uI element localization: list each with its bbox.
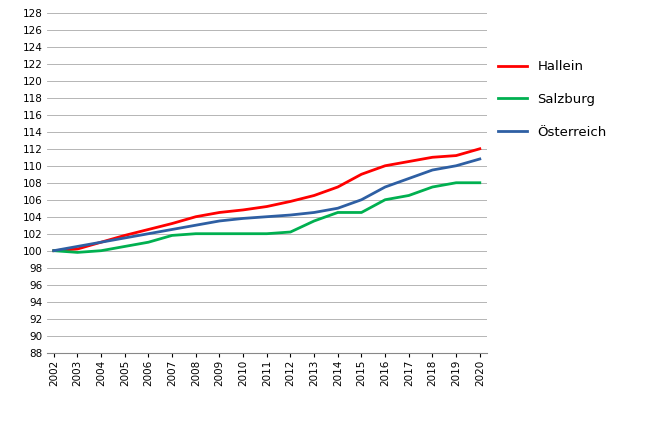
Salzburg bbox=[476, 180, 484, 185]
Österreich bbox=[73, 244, 81, 249]
Hallein bbox=[50, 248, 58, 253]
Salzburg bbox=[263, 231, 271, 236]
Hallein bbox=[405, 159, 413, 164]
Hallein bbox=[97, 240, 105, 245]
Salzburg bbox=[452, 180, 460, 185]
Line: Österreich: Österreich bbox=[54, 159, 480, 251]
Hallein bbox=[476, 146, 484, 151]
Hallein bbox=[73, 246, 81, 252]
Hallein bbox=[145, 227, 153, 232]
Hallein bbox=[428, 155, 436, 160]
Hallein bbox=[452, 153, 460, 158]
Salzburg bbox=[192, 231, 200, 236]
Salzburg bbox=[121, 244, 129, 249]
Österreich bbox=[168, 227, 176, 232]
Österreich bbox=[145, 231, 153, 236]
Österreich bbox=[476, 157, 484, 162]
Österreich bbox=[263, 214, 271, 219]
Österreich bbox=[310, 210, 318, 215]
Österreich bbox=[239, 216, 247, 221]
Line: Salzburg: Salzburg bbox=[54, 183, 480, 252]
Österreich bbox=[50, 248, 58, 253]
Hallein bbox=[381, 163, 389, 169]
Österreich bbox=[452, 163, 460, 169]
Österreich bbox=[358, 197, 366, 203]
Österreich bbox=[97, 240, 105, 245]
Hallein bbox=[239, 207, 247, 212]
Österreich bbox=[121, 235, 129, 240]
Salzburg bbox=[215, 231, 223, 236]
Hallein bbox=[334, 184, 342, 190]
Salzburg bbox=[97, 248, 105, 253]
Salzburg bbox=[50, 248, 58, 253]
Salzburg bbox=[73, 250, 81, 255]
Hallein bbox=[358, 172, 366, 177]
Hallein bbox=[168, 221, 176, 226]
Legend: Hallein, Salzburg, Österreich: Hallein, Salzburg, Österreich bbox=[498, 60, 607, 139]
Österreich bbox=[192, 223, 200, 228]
Hallein bbox=[310, 193, 318, 198]
Österreich bbox=[215, 218, 223, 224]
Österreich bbox=[428, 167, 436, 172]
Hallein bbox=[121, 233, 129, 238]
Salzburg bbox=[168, 233, 176, 238]
Hallein bbox=[263, 204, 271, 209]
Österreich bbox=[286, 212, 294, 218]
Salzburg bbox=[358, 210, 366, 215]
Salzburg bbox=[286, 230, 294, 235]
Salzburg bbox=[145, 240, 153, 245]
Salzburg bbox=[310, 218, 318, 224]
Salzburg bbox=[405, 193, 413, 198]
Österreich bbox=[381, 184, 389, 190]
Österreich bbox=[334, 206, 342, 211]
Salzburg bbox=[239, 231, 247, 236]
Salzburg bbox=[334, 210, 342, 215]
Salzburg bbox=[381, 197, 389, 203]
Österreich bbox=[405, 176, 413, 181]
Hallein bbox=[192, 214, 200, 219]
Hallein bbox=[215, 210, 223, 215]
Hallein bbox=[286, 199, 294, 204]
Salzburg bbox=[428, 184, 436, 190]
Line: Hallein: Hallein bbox=[54, 149, 480, 251]
